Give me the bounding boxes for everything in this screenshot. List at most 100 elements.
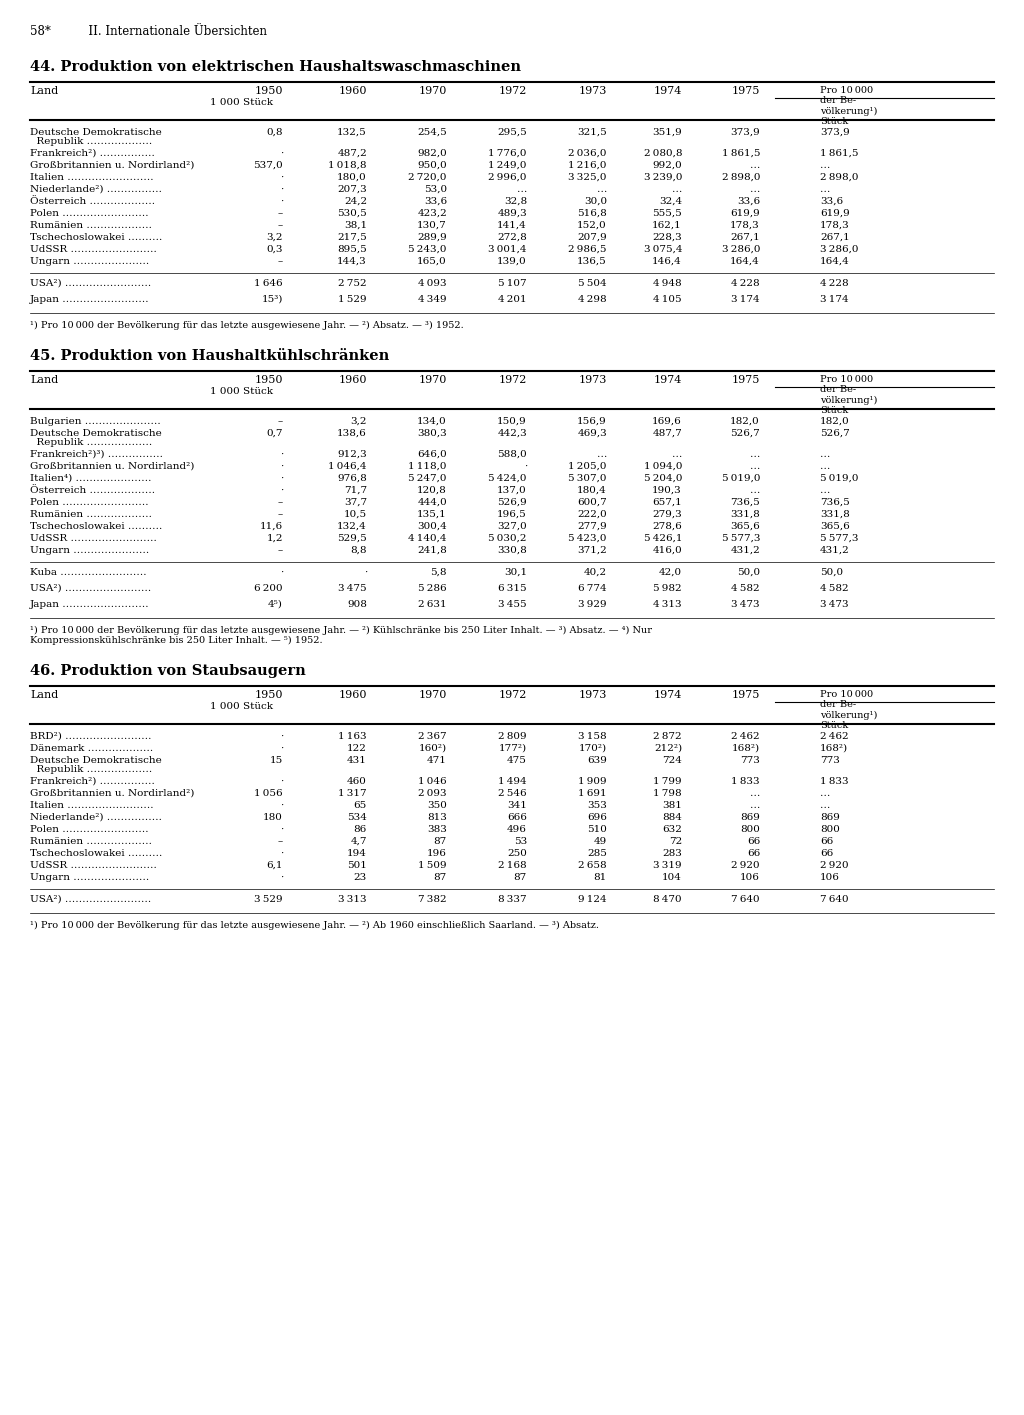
Text: –: – (278, 417, 283, 426)
Text: 1972: 1972 (499, 375, 527, 385)
Text: …: … (820, 801, 830, 809)
Text: 1975: 1975 (731, 691, 760, 700)
Text: 373,9: 373,9 (820, 127, 850, 137)
Text: 1 056: 1 056 (254, 790, 283, 798)
Text: 32,8: 32,8 (504, 197, 527, 207)
Text: 646,0: 646,0 (417, 450, 447, 458)
Text: ·: · (280, 474, 283, 483)
Text: Pro 10 000
der Be-
völkerung¹)
Stück: Pro 10 000 der Be- völkerung¹) Stück (820, 375, 878, 416)
Text: –: – (278, 498, 283, 507)
Text: 50,0: 50,0 (737, 567, 760, 577)
Text: 444,0: 444,0 (417, 498, 447, 507)
Text: 135,1: 135,1 (417, 509, 447, 519)
Text: USA²) …………………….: USA²) ……………………. (30, 896, 152, 904)
Text: 1 646: 1 646 (254, 279, 283, 289)
Text: 496: 496 (507, 825, 527, 833)
Text: 122: 122 (347, 744, 367, 753)
Text: 2 546: 2 546 (499, 790, 527, 798)
Text: 3 001,4: 3 001,4 (488, 245, 527, 255)
Text: 1 833: 1 833 (731, 777, 760, 785)
Text: 371,2: 371,2 (578, 546, 607, 555)
Text: 222,0: 222,0 (578, 509, 607, 519)
Text: 1 000 Stück: 1 000 Stück (210, 98, 273, 108)
Text: 908: 908 (347, 600, 367, 608)
Text: 228,3: 228,3 (652, 233, 682, 242)
Text: 207,3: 207,3 (337, 185, 367, 194)
Text: Rumänien ……………….: Rumänien ………………. (30, 221, 152, 231)
Text: 132,4: 132,4 (337, 522, 367, 531)
Text: …: … (820, 790, 830, 798)
Text: 87: 87 (434, 838, 447, 846)
Text: 254,5: 254,5 (417, 127, 447, 137)
Text: 160²): 160²) (419, 744, 447, 753)
Text: 1 909: 1 909 (579, 777, 607, 785)
Text: 66: 66 (820, 838, 834, 846)
Text: 341: 341 (507, 801, 527, 809)
Text: 33,6: 33,6 (820, 197, 843, 207)
Text: 5 426,1: 5 426,1 (643, 533, 682, 543)
Text: Deutsche Demokratische: Deutsche Demokratische (30, 756, 162, 766)
Text: …: … (820, 161, 830, 170)
Text: 950,0: 950,0 (417, 161, 447, 170)
Text: 53,0: 53,0 (424, 185, 447, 194)
Text: 1 494: 1 494 (499, 777, 527, 785)
Text: 487,7: 487,7 (652, 429, 682, 439)
Text: ·: · (280, 173, 283, 183)
Text: Pro 10 000
der Be-
völkerung¹)
Stück: Pro 10 000 der Be- völkerung¹) Stück (820, 691, 878, 730)
Text: –: – (278, 509, 283, 519)
Text: 190,3: 190,3 (652, 485, 682, 495)
Text: 1973: 1973 (579, 691, 607, 700)
Text: 1 776,0: 1 776,0 (488, 149, 527, 158)
Text: 38,1: 38,1 (344, 221, 367, 231)
Text: 3,2: 3,2 (350, 417, 367, 426)
Text: …: … (750, 450, 760, 458)
Text: 1 691: 1 691 (579, 790, 607, 798)
Text: 2 631: 2 631 (419, 600, 447, 608)
Text: 475: 475 (507, 756, 527, 766)
Text: 327,0: 327,0 (498, 522, 527, 531)
Text: Deutsche Demokratische: Deutsche Demokratische (30, 127, 162, 137)
Text: 1960: 1960 (339, 375, 367, 385)
Text: ·: · (280, 197, 283, 207)
Text: 8 337: 8 337 (499, 896, 527, 904)
Text: 5 107: 5 107 (499, 279, 527, 289)
Text: ·: · (523, 463, 527, 471)
Text: 380,3: 380,3 (417, 429, 447, 439)
Text: 2 920: 2 920 (820, 860, 849, 870)
Text: 207,9: 207,9 (578, 233, 607, 242)
Text: 5,8: 5,8 (430, 567, 447, 577)
Text: 169,6: 169,6 (652, 417, 682, 426)
Text: 106: 106 (820, 873, 840, 882)
Text: 7 382: 7 382 (419, 896, 447, 904)
Text: 534: 534 (347, 814, 367, 822)
Text: 278,6: 278,6 (652, 522, 682, 531)
Text: 5 423,0: 5 423,0 (568, 533, 607, 543)
Text: ·: · (280, 567, 283, 577)
Text: 1 216,0: 1 216,0 (568, 161, 607, 170)
Text: 15: 15 (269, 756, 283, 766)
Text: 365,6: 365,6 (730, 522, 760, 531)
Text: 3 313: 3 313 (338, 896, 367, 904)
Text: 657,1: 657,1 (652, 498, 682, 507)
Text: USA²) …………………….: USA²) ……………………. (30, 584, 152, 593)
Text: 526,7: 526,7 (730, 429, 760, 439)
Text: Frankreich²)³) …………….: Frankreich²)³) ……………. (30, 450, 163, 458)
Text: 156,9: 156,9 (578, 417, 607, 426)
Text: ·: · (280, 744, 283, 753)
Text: 2 986,5: 2 986,5 (568, 245, 607, 255)
Text: ·: · (280, 873, 283, 882)
Text: 6 315: 6 315 (499, 584, 527, 593)
Text: UdSSR …………………….: UdSSR ……………………. (30, 245, 157, 255)
Text: 3 319: 3 319 (653, 860, 682, 870)
Text: 1970: 1970 (419, 375, 447, 385)
Text: 87: 87 (434, 873, 447, 882)
Text: 1973: 1973 (579, 86, 607, 96)
Text: 0,8: 0,8 (266, 127, 283, 137)
Text: 81: 81 (594, 873, 607, 882)
Text: 1 861,5: 1 861,5 (722, 149, 760, 158)
Text: 5 247,0: 5 247,0 (409, 474, 447, 483)
Text: 53: 53 (514, 838, 527, 846)
Text: 33,6: 33,6 (737, 197, 760, 207)
Text: 2 093: 2 093 (419, 790, 447, 798)
Text: 1 833: 1 833 (820, 777, 849, 785)
